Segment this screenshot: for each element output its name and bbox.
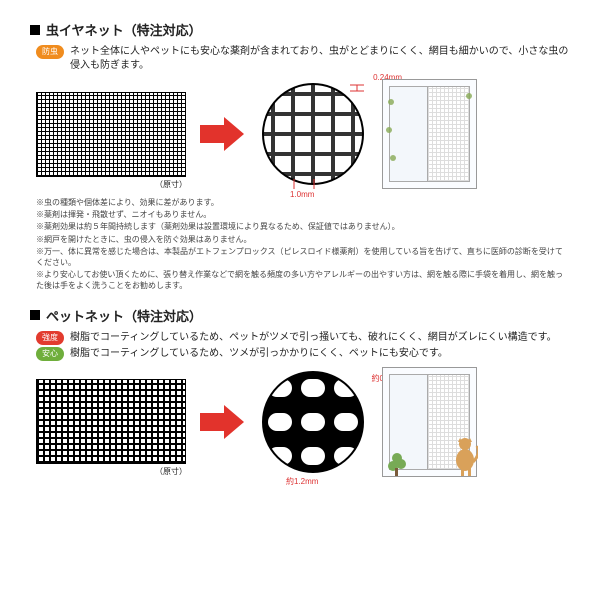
bullet-text: 樹脂でコーティングしているため、ツメが引っかかりにくく、ペットにも安心です。	[70, 347, 448, 361]
bullet-text: ネット全体に人やペットにも安心な薬剤が含まれており、虫がとどまりにくく、網目も細…	[70, 45, 570, 73]
bullet-row: 防虫 ネット全体に人やペットにも安心な薬剤が含まれており、虫がとどまりにくく、網…	[36, 45, 570, 73]
arrow-icon	[200, 117, 244, 151]
note: ※より安心してお使い頂くために、張り替え作業などで網を触る頻度の多い方やアレルギ…	[36, 269, 570, 291]
dim-bottom: 1.0mm	[290, 190, 314, 199]
arrow-icon	[200, 405, 244, 439]
magnified-circle-2: 約0.5mm 約1.2mm	[258, 367, 368, 477]
section1-bullets: 防虫 ネット全体に人やペットにも安心な薬剤が含まれており、虫がとどまりにくく、網…	[36, 45, 570, 73]
title-marker	[30, 25, 40, 35]
pill-kyoudo: 強度	[36, 331, 64, 345]
section1-notes: ※虫の種類や個体差により、効果に差があります。 ※薬剤は揮発・飛散せず、ニオイも…	[36, 197, 570, 292]
note: ※網戸を開けたときに、虫の侵入を防ぐ効果はありません。	[36, 234, 570, 245]
bullet-row: 安心 樹脂でコーティングしているため、ツメが引っかかりにくく、ペットにも安心です…	[36, 347, 570, 361]
note: ※薬剤効果は約５年間持続します（薬剤効果は設置環境により異なるため、保証値ではあ…	[36, 221, 570, 232]
title-text: 虫イヤネット（特注対応）	[46, 20, 202, 39]
actual-size-label: （原寸）	[155, 466, 187, 477]
pill-anshin: 安心	[36, 347, 64, 361]
note: ※万一、体に異常を感じた場合は、本製品がエトフェンプロックス（ピレスロイド様薬剤…	[36, 246, 570, 268]
magnified-circle-1: 0.24mm 1.0mm	[258, 79, 368, 189]
bullet-text: 樹脂でコーティングしているため、ペットがツメで引っ掻いても、破れにくく、網目がズ…	[70, 331, 557, 345]
section2-figures: （原寸） 約0.5mm	[36, 367, 570, 477]
pill-boushi: 防虫	[36, 45, 64, 59]
section1-figures: （原寸）	[36, 79, 570, 189]
bullet-row: 強度 樹脂でコーティングしているため、ペットがツメで引っ掻いても、破れにくく、網…	[36, 331, 570, 345]
mesh-sample-fine: （原寸）	[36, 92, 186, 177]
window-illustration-pet	[382, 367, 477, 477]
mesh-sample-coarse: （原寸）	[36, 379, 186, 464]
note: ※薬剤は揮発・飛散せず、ニオイもありません。	[36, 209, 570, 220]
actual-size-label: （原寸）	[155, 179, 187, 190]
window-illustration-bugs	[382, 79, 477, 189]
dim-bottom: 約1.2mm	[286, 476, 318, 487]
section1-title: 虫イヤネット（特注対応）	[30, 20, 570, 39]
section2-title: ペットネット（特注対応）	[30, 306, 570, 325]
title-text: ペットネット（特注対応）	[46, 306, 202, 325]
section2-bullets: 強度 樹脂でコーティングしているため、ペットがツメで引っ掻いても、破れにくく、網…	[36, 331, 570, 361]
title-marker	[30, 310, 40, 320]
